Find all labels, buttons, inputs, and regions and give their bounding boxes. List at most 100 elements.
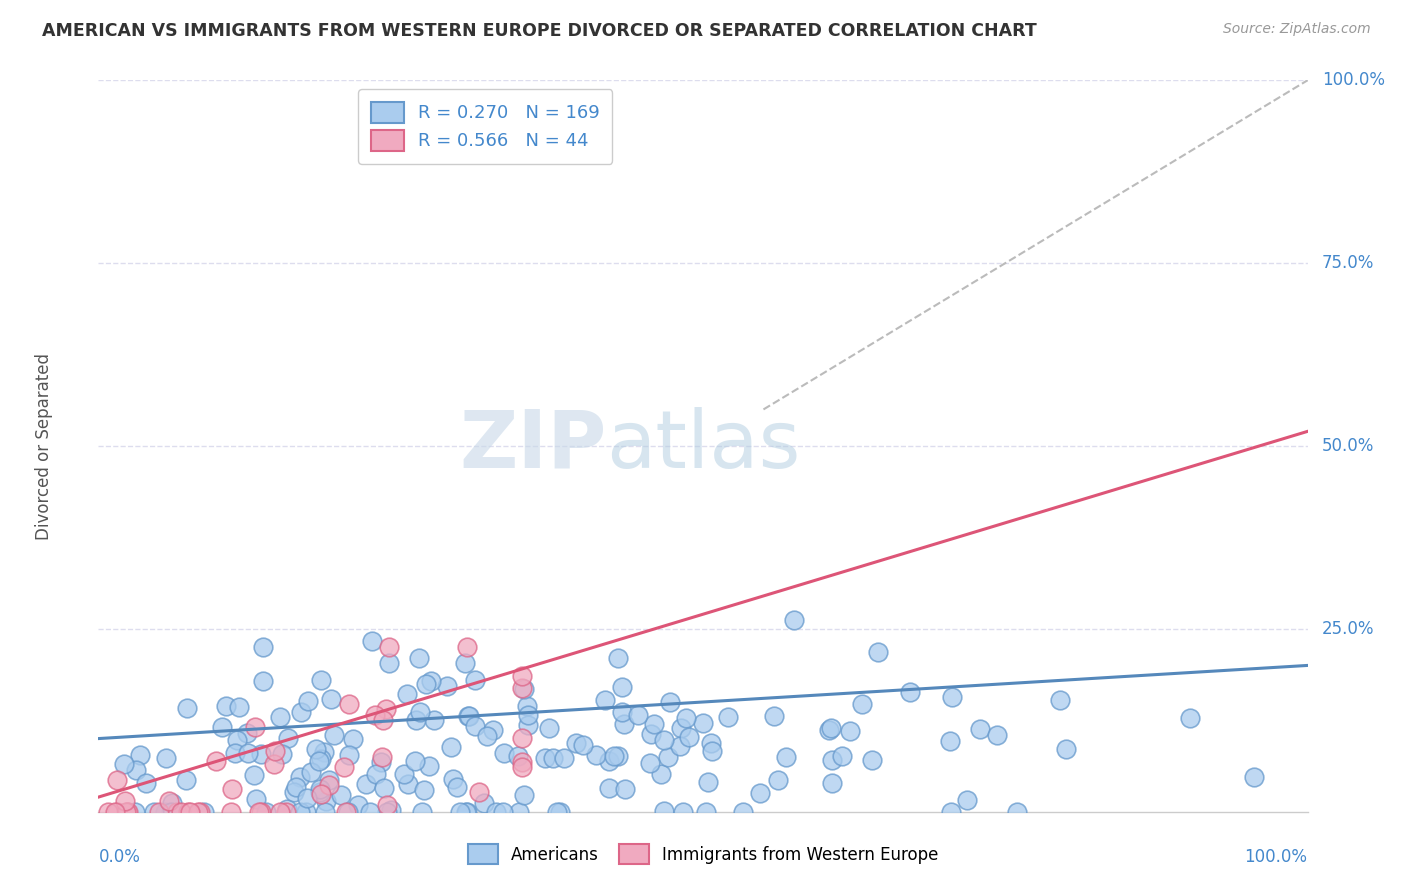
Point (610, 705, 633, 719)
Point (408, 705, 430, 719)
Point (270, 747, 292, 761)
Point (370, 756, 392, 770)
Point (283, 785, 305, 799)
Point (1243, 770, 1265, 784)
Point (456, 805, 478, 819)
Legend: Americans, Immigrants from Western Europe: Americans, Immigrants from Western Europ… (461, 838, 945, 871)
Point (314, 745, 336, 759)
Point (290, 706, 312, 720)
Point (565, 736, 588, 750)
Point (193, 805, 215, 819)
Point (603, 749, 626, 764)
Point (749, 787, 772, 801)
Point (513, 681, 536, 696)
Point (170, 805, 193, 819)
Point (160, 805, 183, 819)
Point (263, 756, 285, 771)
Point (249, 747, 271, 761)
Point (472, 796, 495, 810)
Point (277, 731, 299, 745)
Point (143, 805, 166, 819)
Point (449, 805, 471, 819)
Point (553, 750, 575, 764)
Point (377, 640, 399, 654)
Point (297, 790, 319, 805)
Point (125, 763, 148, 777)
Point (228, 700, 250, 714)
Point (404, 754, 426, 768)
Point (612, 680, 634, 694)
Point (898, 685, 921, 699)
Point (821, 753, 844, 767)
Point (378, 656, 401, 670)
Point (288, 771, 311, 785)
Point (187, 805, 209, 819)
Point (319, 692, 342, 706)
Point (412, 782, 434, 797)
Point (538, 721, 561, 735)
Point (700, 736, 723, 750)
Point (104, 805, 127, 819)
Point (436, 680, 458, 694)
Text: Divorced or Separated: Divorced or Separated (35, 352, 53, 540)
Point (643, 717, 665, 731)
Point (309, 787, 332, 801)
Point (595, 692, 617, 706)
Point (766, 772, 789, 787)
Point (311, 752, 333, 766)
Point (263, 744, 285, 758)
Point (314, 805, 336, 819)
Point (308, 785, 330, 799)
Text: 100.0%: 100.0% (1244, 848, 1308, 866)
Point (697, 775, 720, 789)
Point (675, 711, 697, 725)
Point (318, 778, 340, 792)
Point (692, 715, 714, 730)
Point (215, 698, 238, 713)
Point (516, 699, 538, 714)
Point (783, 613, 806, 627)
Point (162, 797, 184, 811)
Point (247, 805, 270, 819)
Point (939, 805, 962, 819)
Point (733, 805, 755, 819)
Text: 25.0%: 25.0% (1322, 620, 1375, 638)
Point (464, 673, 486, 688)
Point (506, 748, 529, 763)
Point (380, 803, 402, 817)
Point (775, 750, 797, 764)
Text: 50.0%: 50.0% (1322, 437, 1375, 455)
Point (678, 731, 700, 745)
Point (652, 805, 675, 819)
Point (359, 805, 381, 819)
Point (820, 722, 842, 736)
Point (157, 794, 180, 808)
Point (939, 734, 962, 748)
Point (114, 805, 136, 819)
Point (464, 719, 486, 733)
Point (467, 785, 489, 799)
Point (541, 751, 564, 765)
Point (179, 805, 201, 819)
Text: Source: ZipAtlas.com: Source: ZipAtlas.com (1223, 22, 1371, 37)
Point (276, 802, 298, 816)
Point (652, 732, 675, 747)
Point (702, 744, 724, 758)
Point (128, 747, 150, 762)
Point (477, 729, 499, 743)
Point (361, 634, 384, 648)
Point (166, 805, 188, 819)
Point (337, 697, 360, 711)
Point (408, 651, 430, 665)
Point (492, 805, 515, 819)
Point (1005, 805, 1028, 819)
Point (174, 773, 197, 788)
Point (405, 713, 427, 727)
Point (534, 751, 557, 765)
Point (236, 726, 259, 740)
Point (252, 640, 274, 654)
Point (250, 805, 273, 819)
Point (572, 739, 595, 753)
Point (276, 805, 298, 819)
Point (288, 805, 311, 819)
